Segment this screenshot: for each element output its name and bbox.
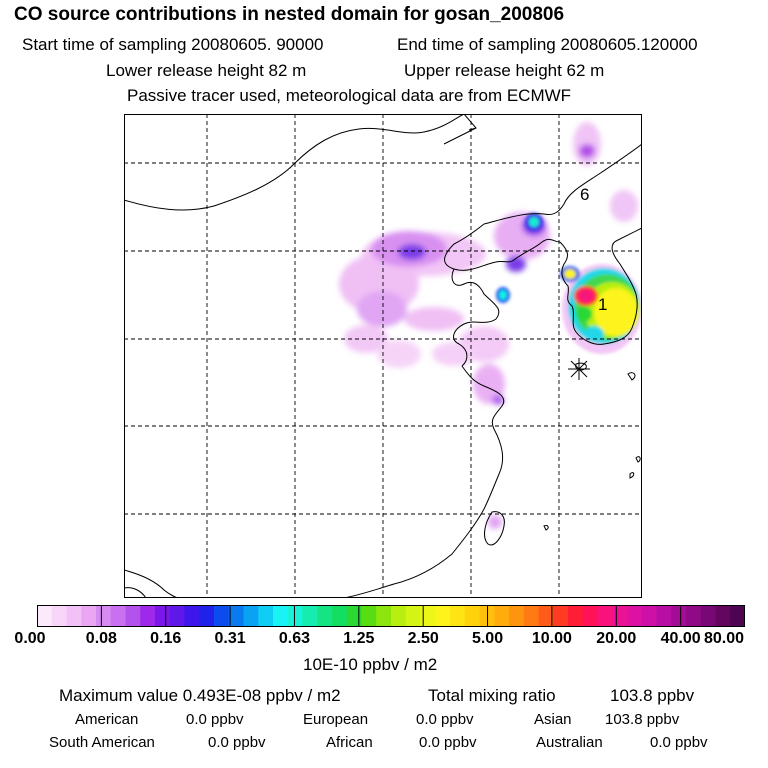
colorbar-swatch: [66, 605, 82, 627]
colorbar-swatch: [464, 605, 480, 627]
colorbar-swatch: [228, 605, 244, 627]
colorbar-swatch: [435, 605, 451, 627]
american-label: American: [75, 711, 139, 728]
colorbar-swatch: [81, 605, 97, 627]
asian-value: 103.8 ppbv: [605, 711, 680, 728]
colorbar-tick-label: 1.25: [343, 630, 375, 647]
colorbar-swatch: [568, 605, 584, 627]
colorbar-frame: [37, 605, 745, 627]
colorbar-swatch: [243, 605, 259, 627]
total-mixing-value: 103.8 ppbv: [610, 686, 695, 705]
colorbar-swatch: [715, 605, 731, 627]
colorbar-swatch: [627, 605, 643, 627]
colorbar-swatch: [391, 605, 407, 627]
colorbar-swatch: [538, 605, 554, 627]
colorbar-swatch: [51, 605, 67, 627]
lower-height-label: Lower release height 82 m: [106, 61, 307, 80]
colorbar-tick-label: 0.00: [14, 630, 46, 647]
colorbar-swatch: [450, 605, 466, 627]
colorbar-swatch: [302, 605, 318, 627]
colorbar-tick-label: 0.16: [150, 630, 182, 647]
map-title: CO source contributions in nested domain…: [14, 4, 565, 25]
sampling-site-marker: [568, 358, 590, 380]
colorbar-swatch: [110, 605, 126, 627]
colorbar-swatch: [641, 605, 657, 627]
colorbar-swatch: [214, 605, 230, 627]
colorbar-tick-label: 10.00: [531, 630, 572, 647]
colorbar-swatch: [184, 605, 200, 627]
colorbar-swatch: [140, 605, 156, 627]
colorbar-units: 10E-10 ppbv / m2: [303, 655, 438, 674]
total-mixing-label: Total mixing ratio: [428, 686, 556, 705]
colorbar-swatch: [656, 605, 672, 627]
plume-north-china: [339, 122, 638, 529]
colorbar-swatch: [553, 605, 569, 627]
grid-lines: [124, 114, 642, 598]
tracer-note: Passive tracer used, meteorological data…: [127, 86, 572, 105]
european-value: 0.0 ppbv: [416, 711, 474, 728]
colorbar-swatch: [420, 605, 436, 627]
colorbar-swatch: [612, 605, 628, 627]
colorbar-swatch: [582, 605, 598, 627]
colorbar-swatch: [361, 605, 377, 627]
european-label: European: [303, 711, 369, 728]
australian-value: 0.0 ppbv: [650, 734, 708, 751]
colorbar-swatch: [287, 605, 303, 627]
colorbar-tick-label: 0.31: [214, 630, 246, 647]
colorbar-tick-label: 40.00: [660, 630, 701, 647]
end-time-label: End time of sampling 20080605.120000: [397, 35, 698, 54]
colorbar-tick-label: 0.63: [278, 630, 311, 647]
african-value: 0.0 ppbv: [419, 734, 477, 751]
colorbar-swatch: [509, 605, 525, 627]
south-american-value: 0.0 ppbv: [208, 734, 266, 751]
colorbar-swatch: [258, 605, 274, 627]
colorbar-swatch: [332, 605, 348, 627]
colorbar-tick-label: 0.08: [85, 630, 117, 647]
colorbar-swatch: [273, 605, 289, 627]
colorbar-swatch: [494, 605, 510, 627]
concentration-map: 6 1: [124, 114, 642, 598]
colorbar-tick-label: 80.00: [703, 630, 745, 647]
colorbar-swatch: [700, 605, 716, 627]
colorbar-tick-label: 20.00: [596, 630, 637, 647]
hotspots: [496, 213, 543, 303]
colorbar-tick-label: 5.00: [471, 630, 504, 647]
australian-label: Australian: [536, 734, 603, 751]
site-label-6: 6: [580, 185, 589, 204]
site-label-1: 1: [598, 295, 607, 314]
start-time-label: Start time of sampling 20080605. 90000: [22, 35, 324, 54]
colorbar-tick-label: 2.50: [407, 630, 439, 647]
colorbar-swatch: [671, 605, 687, 627]
colorbar-swatch: [125, 605, 141, 627]
colorbar-swatch: [37, 605, 53, 627]
colorbar: [37, 605, 745, 627]
upper-height-label: Upper release height 62 m: [404, 61, 605, 80]
colorbar-swatch: [686, 605, 702, 627]
colorbar-swatch: [169, 605, 185, 627]
colorbar-swatch: [317, 605, 333, 627]
max-value-label: Maximum value 0.493E-08 ppbv / m2: [59, 686, 341, 705]
plume-korea: [560, 264, 642, 354]
african-label: African: [326, 734, 373, 751]
colorbar-swatch: [523, 605, 539, 627]
south-american-label: South American: [49, 734, 155, 751]
colorbar-swatch: [96, 605, 112, 627]
american-value: 0.0 ppbv: [186, 711, 244, 728]
colorbar-swatch: [155, 605, 171, 627]
colorbar-swatch: [376, 605, 392, 627]
colorbar-swatch: [405, 605, 421, 627]
colorbar-swatch: [730, 605, 745, 627]
colorbar-swatch: [346, 605, 362, 627]
asian-label: Asian: [534, 711, 572, 728]
map-frame: [124, 114, 642, 598]
colorbar-swatch: [199, 605, 215, 627]
colorbar-swatch: [479, 605, 495, 627]
colorbar-swatch: [597, 605, 613, 627]
